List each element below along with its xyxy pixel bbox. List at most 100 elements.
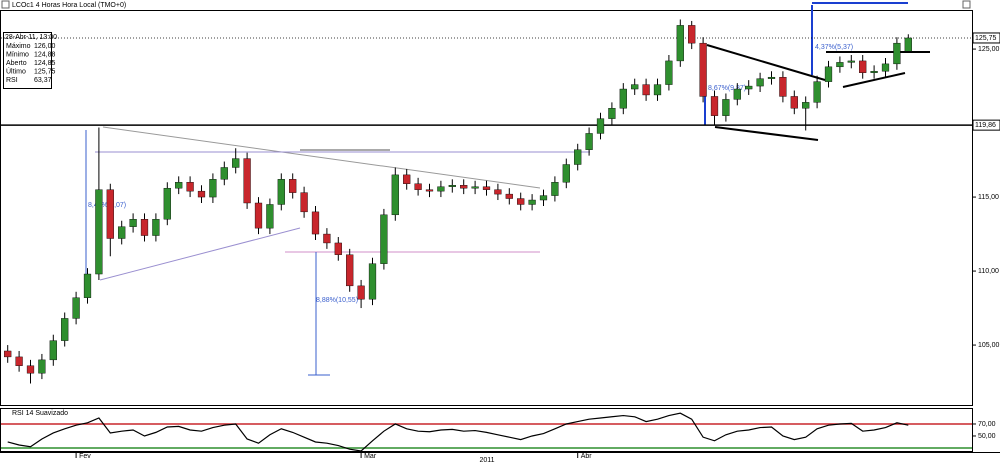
candle-body [266,204,274,229]
rsi-tick-label: 70,00 [978,421,996,428]
candle-body [893,42,901,65]
info-label: RSI [6,77,18,84]
candle-body [642,84,650,96]
candle-body [129,219,137,227]
candle-body [596,118,605,134]
candle-body [368,263,377,300]
candle-body [574,149,582,165]
price-tag [972,32,1000,44]
candle-body [631,84,639,90]
candle-body [448,185,456,187]
candle-body [414,183,422,190]
candle-body [539,195,548,201]
trendline [99,227,301,281]
rsi-line [7,412,909,452]
candle-body [220,167,228,180]
candle-body [437,186,445,192]
candle-body [197,190,206,198]
candle-body [175,182,183,189]
candle-body [619,88,627,109]
candle-body [733,88,741,100]
y-tick-label: 110,00 [978,268,999,275]
rsi-tick-label: 50,00 [978,433,996,440]
candle-body [802,102,810,109]
candle-body [26,365,35,374]
x-tick-label: Fev [79,453,91,460]
candle-body [254,202,263,229]
candle-body [391,174,399,216]
y-tick-label: 105,00 [978,342,1000,349]
candle-body [277,179,285,205]
candle-body [505,193,513,199]
candle-body [904,37,912,52]
candle-body [881,63,890,72]
candle-body [209,179,217,198]
candle-body [551,182,559,196]
candle-body [4,350,12,358]
candle-body [311,211,320,235]
trendline [102,126,541,189]
candle-body [357,285,365,300]
candle-body [528,199,536,205]
candle-body [699,42,707,97]
info-value: 63,37 [34,77,52,84]
info-label: Último [6,66,26,75]
candle-body [152,219,160,236]
y-tick-label: 125,00 [978,46,1000,53]
candle-body [232,158,240,168]
info-value: 125,75 [34,68,56,75]
info-value: 124,88 [34,51,56,58]
candle-body [425,189,434,192]
candle-body [300,192,308,213]
candle-body [323,233,331,244]
candle-body [665,60,673,85]
candle-body [471,186,479,189]
candle-body [289,179,297,193]
annotation: 8,67%(9,87) [708,85,746,92]
pattern-line [706,44,826,81]
candle-body [779,76,787,97]
y-tick-label: 115,00 [978,194,999,201]
candle-body [61,318,69,341]
candle-body [790,96,798,109]
annotation: 8,88%(10,55) [316,297,358,304]
candle-body [710,96,719,116]
annotation: 4,37%(5,37) [815,44,853,51]
candle-body [756,78,764,87]
info-box [3,32,52,89]
header-icon[interactable] [1,0,10,9]
candle-body [346,254,354,287]
candle-body [813,81,821,103]
drawings [85,2,930,376]
x-tick-label: Mar [364,453,377,460]
candle-body [83,273,92,298]
candle-body [494,189,502,195]
candle-body [49,340,57,361]
candle-body [836,62,844,68]
candle-body [745,85,753,90]
pattern-line [714,126,819,141]
header-button[interactable] [962,0,971,9]
info-value: 126,00 [34,43,56,50]
chart-title: LCOc1 4 Horas Hora Local (TMO+0) [12,2,126,9]
candle-body [403,174,411,184]
candle-body [767,76,776,79]
candle-body [482,186,491,190]
candle-body [676,25,684,62]
info-label: Aberto [6,60,27,67]
rsi-frame [0,408,973,452]
candle-body [562,164,570,183]
plot-frame [0,10,973,406]
candle-body [186,182,194,192]
x-tick-label: Abr [581,453,593,460]
candle-body [243,158,251,204]
rsi-title: RSI 14 Suavizado [12,410,68,417]
candle-body [72,297,80,319]
candle-body [517,198,525,205]
candle-body [95,189,103,275]
candle-body [460,185,468,189]
price-tag [972,119,1000,131]
info-label: Máximo [6,43,31,50]
